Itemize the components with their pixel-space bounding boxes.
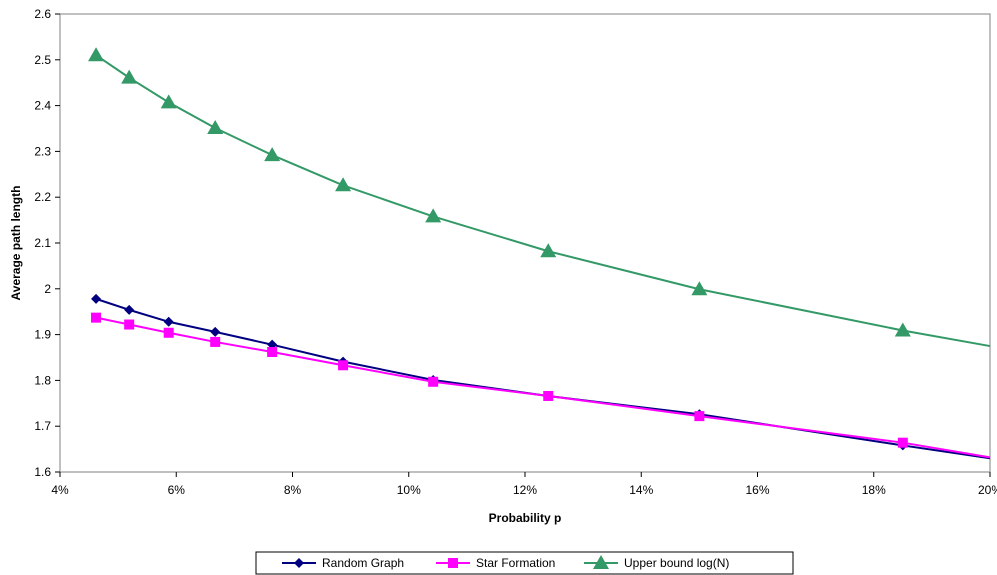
data-point (210, 336, 221, 347)
data-point (335, 177, 352, 192)
data-point (694, 411, 705, 422)
legend-label: Upper bound log(N) (624, 556, 729, 570)
legend-marker (448, 558, 458, 568)
data-point (160, 94, 177, 109)
y-axis-title: Average path length (9, 186, 23, 301)
data-point (124, 304, 135, 315)
x-axis-title: Probability p (489, 511, 562, 525)
y-tick-label: 2.3 (34, 144, 51, 158)
x-tick-label: 8% (284, 483, 302, 497)
x-tick-label: 4% (51, 483, 69, 497)
data-point (691, 281, 708, 296)
data-point (207, 120, 224, 135)
plot-area (59, 13, 991, 473)
x-tick-label: 14% (629, 483, 653, 497)
data-point (124, 319, 135, 330)
data-point (264, 147, 281, 162)
legend-label: Random Graph (322, 556, 404, 570)
data-point (897, 437, 908, 448)
y-tick-label: 1.8 (34, 373, 51, 387)
legend-item: Upper bound log(N) (584, 555, 729, 570)
x-tick-label: 12% (513, 483, 537, 497)
data-point (210, 326, 221, 337)
x-tick-label: 6% (168, 483, 186, 497)
y-tick-label: 2.5 (34, 53, 51, 67)
legend-label: Star Formation (476, 556, 555, 570)
legend-item: Random Graph (282, 556, 404, 570)
legend-item: Star Formation (436, 556, 555, 570)
y-tick-label: 2.2 (34, 190, 51, 204)
data-point (894, 322, 911, 337)
legend-marker (294, 558, 304, 568)
x-axis: 4% 6% 8% 10% 12% 14% 16% 18% 20% (51, 472, 997, 497)
data-point (425, 208, 442, 223)
y-tick-label: 2 (44, 282, 51, 296)
y-tick-label: 2.6 (34, 7, 51, 21)
y-tick-label: 2.1 (34, 236, 51, 250)
data-point (543, 390, 554, 401)
data-point (428, 376, 439, 387)
y-tick-label: 1.7 (34, 419, 51, 433)
x-tick-label: 16% (745, 483, 769, 497)
data-point (91, 293, 102, 304)
x-tick-label: 10% (397, 483, 421, 497)
y-tick-label: 1.6 (34, 465, 51, 479)
y-axis: 1.6 1.7 1.8 1.9 2 2.1 2.2 2.3 2.4 2.5 2.6 (34, 7, 60, 479)
x-tick-label: 20% (978, 483, 997, 497)
data-point (121, 69, 138, 84)
data-point (163, 316, 174, 327)
legend-box (255, 551, 794, 575)
data-point (540, 243, 557, 258)
data-point (267, 347, 278, 358)
legend-marker (593, 555, 609, 569)
y-tick-label: 1.9 (34, 328, 51, 342)
legend: Random Graph Star Formation Upper bound lo… (255, 551, 794, 575)
x-tick-label: 18% (862, 483, 886, 497)
series-layer (88, 47, 991, 460)
data-point (163, 327, 174, 338)
y-tick-label: 2.4 (34, 99, 51, 113)
data-point (88, 47, 105, 62)
data-point (91, 312, 102, 323)
data-point (338, 360, 349, 371)
